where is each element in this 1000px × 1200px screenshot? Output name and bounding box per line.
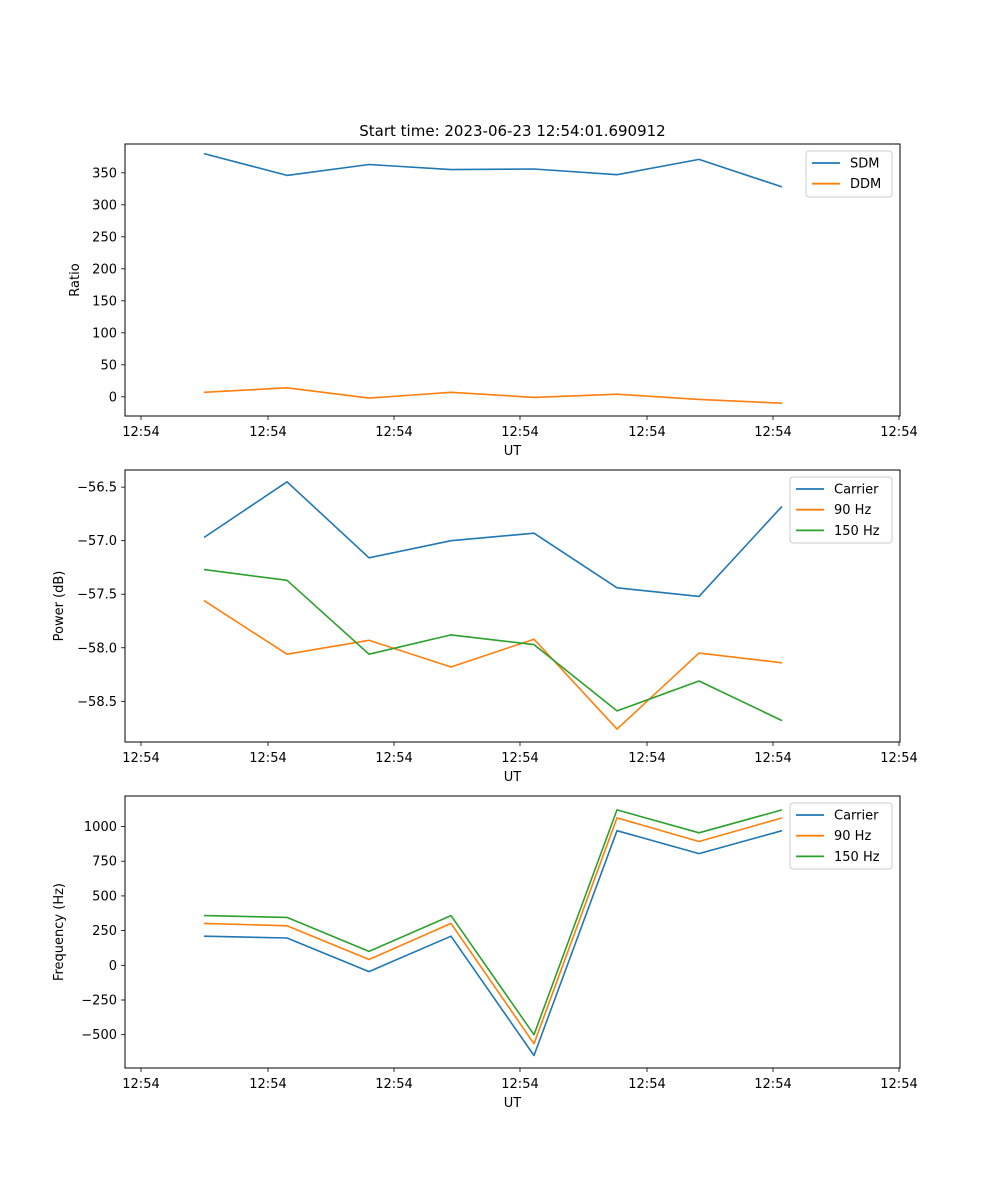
legend-entry: 90 Hz [834,829,871,844]
axes-frame [124,469,901,743]
legend-box [789,476,893,544]
x-axis-label: UT [504,770,522,785]
x-tick-label: 12:54 [375,1077,412,1092]
y-tick-label: −57.5 [77,588,117,603]
x-tick-label: 12:54 [122,1077,159,1092]
series-line-carrier [203,829,783,1057]
series-line-150-hz [203,568,783,722]
y-tick-label: 0 [109,959,117,974]
x-tick-label: 12:54 [249,751,286,766]
y-tick-label: −56.5 [77,481,117,496]
x-axis-label: UT [504,444,522,459]
y-tick-label: 200 [92,262,117,277]
x-tick-label: 12:54 [628,425,665,440]
y-tick-label: 1000 [84,820,117,835]
x-tick-label: 12:54 [880,1077,917,1092]
x-axis-label: UT [504,1096,522,1111]
series-line-90-hz [203,817,783,1045]
y-tick-label: 350 [92,166,117,181]
legend-entry: Carrier [834,483,879,498]
x-tick-label: 12:54 [375,751,412,766]
x-tick-label: 12:54 [122,751,159,766]
legend-entry: 90 Hz [834,503,871,518]
y-axis-label: Power (dB) [52,571,67,642]
x-tick-label: 12:54 [880,425,917,440]
chart-panel-1: 12:54 12:54 12:54 12:54 12:54 12:54 12:54 0 50 10… [68,143,918,459]
x-tick-label: 12:54 [122,425,159,440]
legend-entry: 150 Hz [834,524,880,539]
x-tick-label: 12:54 [628,1077,665,1092]
x-tick-label: 12:54 [501,1077,538,1092]
series-line-sdm [203,152,783,188]
x-tick-label: 12:54 [249,1077,286,1092]
axes-frame [124,143,901,417]
x-tick-label: 12:54 [754,1077,791,1092]
series-line-150-hz [203,809,783,1036]
series-line-ddm [203,386,783,404]
series-line-carrier [203,480,783,598]
legend-entry: SDM [850,157,879,172]
legend: SDM DDM [805,150,893,198]
x-tick-label: 12:54 [754,425,791,440]
series-line-90-hz [203,599,783,730]
x-tick-label: 12:54 [501,751,538,766]
chart-panel-3: 12:54 12:54 12:54 12:54 12:54 12:54 12:54 −500 −… [52,795,918,1111]
y-tick-label: 750 [92,855,117,870]
y-tick-label: 300 [92,198,117,213]
chart-title: Start time: 2023-06-23 12:54:01.690912 [359,122,665,140]
y-tick-label: −58.5 [77,695,117,710]
y-axis-label: Ratio [68,263,83,296]
y-tick-label: −57.0 [77,534,117,549]
chart-panel-2: 12:54 12:54 12:54 12:54 12:54 12:54 12:54 −58.5… [52,469,918,785]
y-tick-label: 50 [100,358,117,373]
y-tick-label: 150 [92,294,117,309]
legend: Carrier 90 Hz 150 Hz [789,476,893,544]
x-tick-label: 12:54 [754,751,791,766]
y-tick-label: 100 [92,326,117,341]
x-tick-label: 12:54 [249,425,286,440]
legend-entry: Carrier [834,809,879,824]
y-tick-label: −250 [81,994,117,1009]
y-tick-label: 0 [109,390,117,405]
legend-box [789,802,893,870]
legend: Carrier 90 Hz 150 Hz [789,802,893,870]
y-tick-label: 250 [92,924,117,939]
x-tick-label: 12:54 [880,751,917,766]
y-axis-label: Frequency (Hz) [52,883,67,981]
legend-entry: 150 Hz [834,850,880,865]
y-tick-label: −58.0 [77,641,117,656]
x-tick-label: 12:54 [375,425,412,440]
axes-frame [124,795,901,1069]
y-tick-label: 500 [92,889,117,904]
x-tick-label: 12:54 [628,751,665,766]
legend-entry: DDM [850,177,881,192]
x-tick-label: 12:54 [501,425,538,440]
y-tick-label: 250 [92,230,117,245]
y-tick-label: −500 [81,1028,117,1043]
